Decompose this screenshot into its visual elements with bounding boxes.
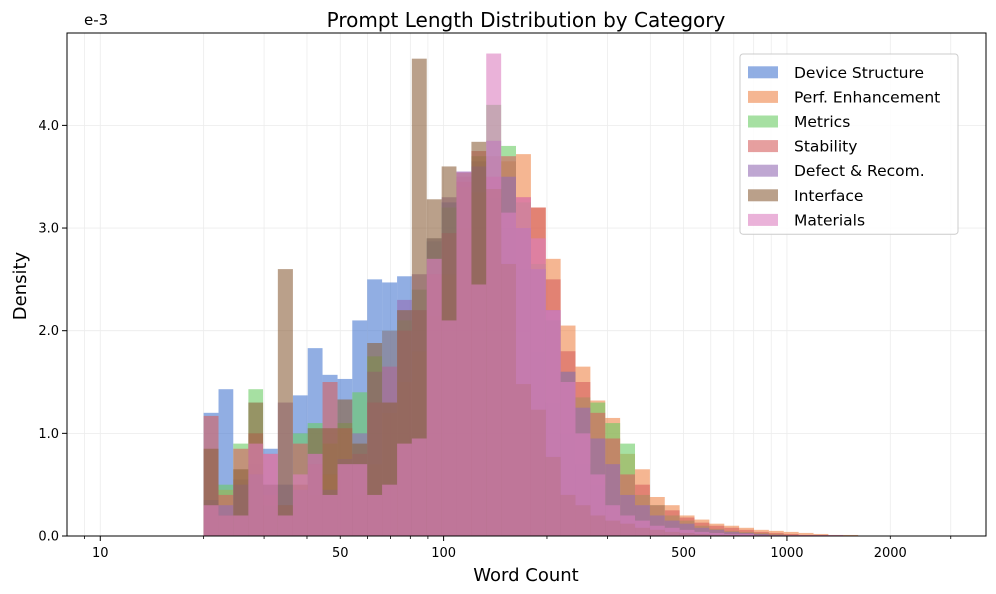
histogram-bar (560, 382, 576, 536)
histogram-bar (724, 531, 740, 536)
histogram-bar (724, 533, 740, 536)
histogram-bar (664, 527, 680, 536)
legend-swatch (748, 213, 778, 226)
histogram-bar (307, 453, 323, 536)
series-materials (203, 53, 844, 537)
y-multiplier-label: e-3 (84, 11, 108, 29)
histogram-bar (263, 453, 278, 536)
histogram-bar (203, 505, 219, 536)
histogram-bar (382, 484, 398, 536)
histogram-bar (277, 515, 293, 536)
legend-box (739, 53, 959, 235)
histogram-bar (277, 269, 293, 536)
histogram-bar (233, 515, 249, 536)
histogram-bar (248, 443, 264, 536)
histogram-bar (352, 464, 368, 536)
histogram-bar (590, 474, 606, 536)
histogram-bar (411, 438, 427, 536)
histogram-bar (218, 515, 234, 536)
histogram-bar (605, 505, 621, 536)
legend-swatch (748, 164, 778, 177)
histogram-bar (768, 532, 784, 536)
histogram-bar (367, 343, 383, 536)
y-axis-label: Density (10, 251, 31, 320)
legend-label: Metrics (794, 113, 850, 131)
x-tick-label: 500 (671, 546, 696, 561)
histogram-bar (754, 534, 769, 536)
histogram-bar (486, 53, 502, 537)
histogram-bar (441, 320, 457, 536)
histogram-bar (337, 464, 353, 536)
plot-frame (66, 32, 987, 537)
x-tick-label: 100 (431, 546, 456, 561)
histogram-bar (620, 515, 636, 536)
histogram-bar (411, 58, 427, 536)
chart-legend: Device Structure Perf. Enhancement Metrics… (739, 53, 959, 235)
y-tick-label: 0.0 (38, 530, 59, 545)
x-axis-label: Word Count (473, 565, 578, 586)
histogram-bar (367, 494, 383, 536)
x-tick-label: 2000 (874, 546, 907, 561)
x-tick-label: 1000 (770, 546, 803, 561)
histogram-bar (545, 310, 561, 536)
legend-label: Stability (794, 138, 857, 156)
axis-ticks: 10 50 100 500 1000 2000 0.0 1.0 2.0 3.0 4.0 (38, 119, 952, 561)
legend-swatch (748, 140, 778, 153)
y-tick-label: 1.0 (38, 427, 59, 442)
histogram-bar (530, 238, 546, 536)
legend-label: Device Structure (794, 64, 924, 82)
histogram-bar (694, 531, 710, 536)
histogram-bar (515, 197, 531, 536)
legend-label: Materials (794, 211, 865, 229)
histogram-bar (649, 525, 665, 536)
histogram-bar (739, 533, 755, 536)
legend-label: Perf. Enhancement (794, 88, 940, 106)
histogram-bar (471, 284, 487, 536)
legend-swatch (748, 189, 778, 202)
histogram-bar (754, 531, 769, 536)
histogram-bar (709, 532, 725, 536)
legend-swatch (748, 115, 778, 128)
histogram-bar (798, 534, 814, 536)
legend-swatch (748, 90, 778, 103)
histogram-bar (783, 531, 799, 536)
histogram-bar (501, 212, 516, 536)
x-tick-label: 10 (92, 546, 109, 561)
chart-title: Prompt Length Distribution by Category (327, 8, 726, 32)
histogram-bar (813, 534, 829, 536)
histogram-bars (203, 53, 859, 537)
legend-label: Interface (794, 187, 863, 205)
histogram-bar (426, 258, 442, 536)
x-tick-label: 50 (332, 546, 349, 561)
histogram-bar (828, 534, 844, 536)
histogram-bar (768, 534, 784, 536)
histogram-bar (843, 534, 859, 536)
y-tick-label: 2.0 (38, 324, 59, 339)
histogram-bar (322, 494, 338, 536)
histogram-bar (635, 520, 650, 536)
histogram-bar (292, 474, 308, 536)
histogram-bar (456, 171, 472, 536)
histogram-bar (783, 534, 799, 536)
histogram-bar (679, 529, 695, 536)
legend-label: Defect & Recom. (794, 162, 925, 180)
histogram-bar (575, 433, 591, 536)
y-tick-label: 4.0 (38, 119, 59, 134)
histogram-bar (798, 532, 814, 536)
y-tick-label: 3.0 (38, 222, 59, 237)
histogram-bar (397, 443, 412, 536)
legend-swatch (748, 66, 778, 79)
